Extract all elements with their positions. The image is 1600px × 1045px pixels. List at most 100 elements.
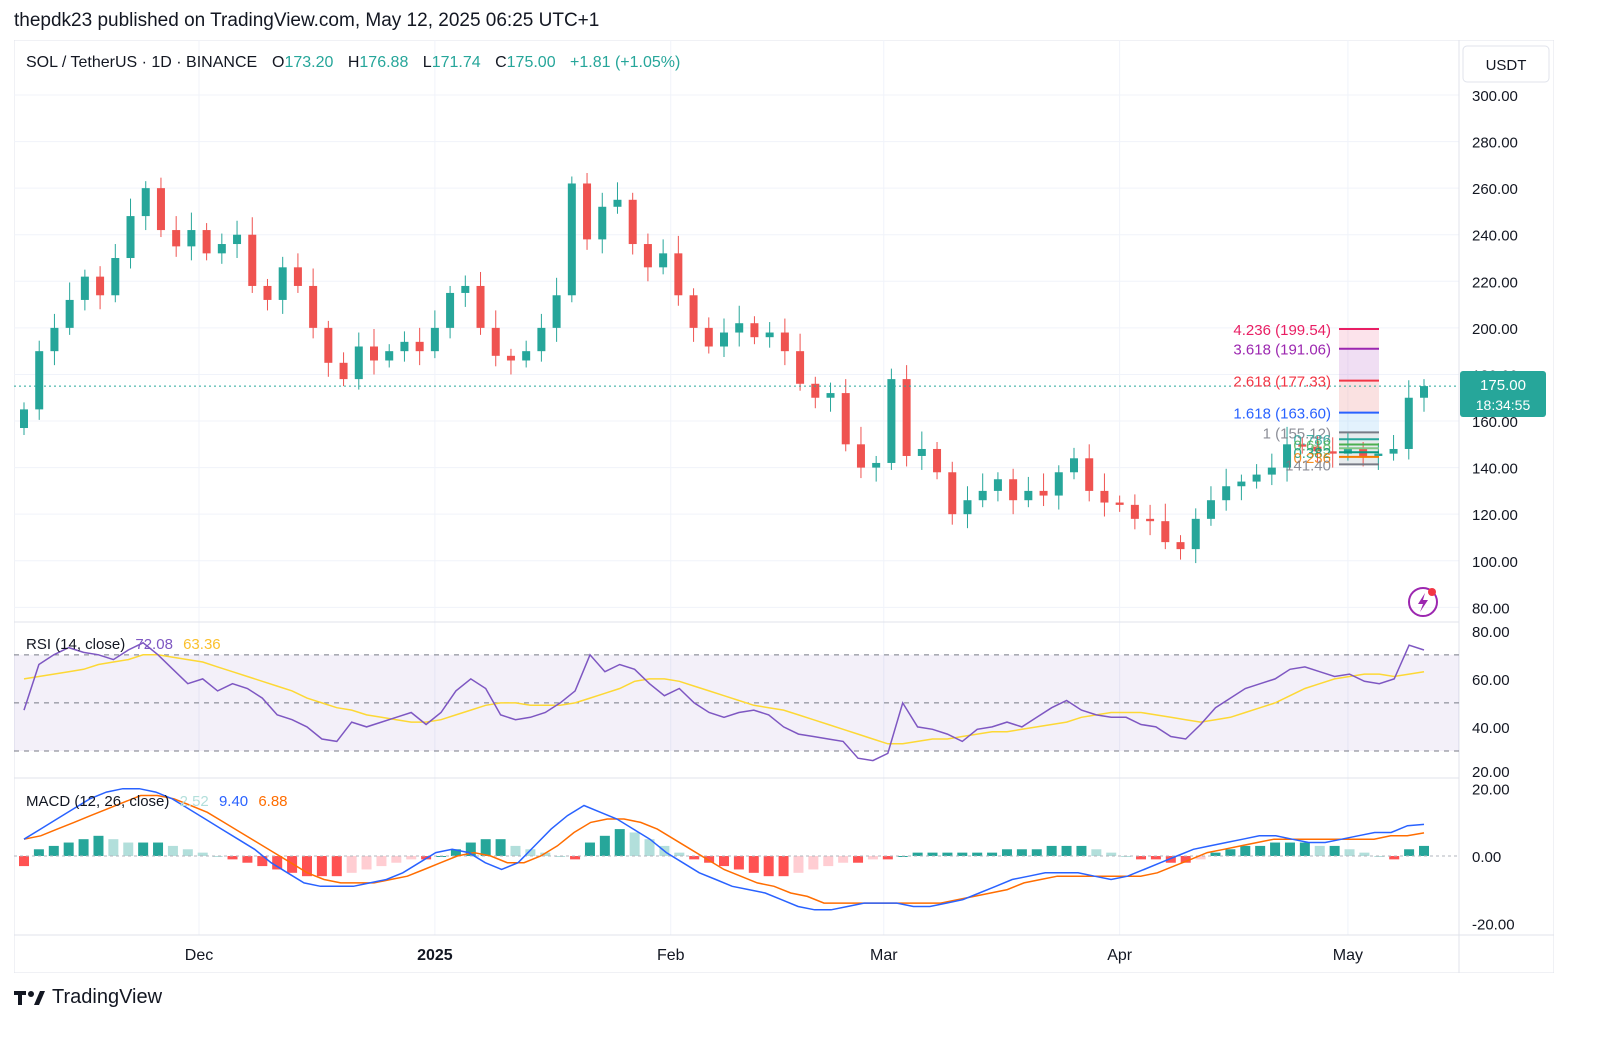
macd-histogram-bar — [212, 856, 223, 857]
macd-histogram-bar — [644, 839, 655, 856]
legend-c-value: 175.00 — [507, 54, 556, 71]
legend-change: +1.81 (+1.05%) — [570, 54, 680, 71]
candle-body — [872, 462, 881, 468]
macd-histogram-bar — [1299, 842, 1310, 856]
candle-body — [674, 253, 683, 296]
fib-lines: 4.236 (199.54) 3.618 (191.06) 2.618 (177.3… — [1233, 322, 1379, 474]
rsi-line — [23, 641, 1425, 762]
grid — [14, 40, 1459, 935]
rsi-legend-name: RSI (14, close) — [26, 636, 125, 653]
chart-frame[interactable]: 4.236 (199.54) 3.618 (191.06) 2.618 (177.3… — [13, 39, 1555, 974]
rsi-ma-line — [23, 654, 1425, 745]
candle-body — [978, 490, 987, 501]
candle-body — [446, 292, 455, 328]
macd-histogram-bar — [1031, 849, 1042, 856]
macd-histogram-bar — [674, 852, 685, 856]
macd-histogram-bar — [1374, 856, 1385, 857]
candle-body — [50, 327, 59, 352]
lightning-icon[interactable] — [1408, 587, 1438, 617]
macd-histogram-bar — [882, 856, 893, 860]
macd-histogram-bar — [1210, 852, 1221, 856]
candle-body — [765, 332, 774, 338]
candle-body — [309, 285, 318, 328]
rsi-tick-label: 20.00 — [1472, 764, 1510, 781]
candle-body — [385, 351, 394, 361]
candle-body — [537, 327, 546, 352]
macd-histogram-bar — [972, 852, 983, 856]
macd-tick-label: -20.00 — [1472, 916, 1515, 933]
macd-histogram-bar — [719, 856, 729, 867]
candle-body — [1420, 386, 1428, 398]
macd-histogram-bar — [93, 835, 104, 856]
macd-histogram-bar — [584, 842, 595, 856]
macd-histogram-bar — [1389, 856, 1400, 860]
macd-legend: MACD (12, 26, close) 2.52 9.40 6.88 — [26, 793, 288, 810]
macd-histogram-bar — [1106, 852, 1117, 856]
macd-histogram-bar — [570, 856, 581, 860]
fib-zone — [1339, 412, 1379, 433]
macd-histogram-bar — [1150, 856, 1161, 860]
candle-body — [248, 234, 257, 286]
macd-histogram-bar — [78, 839, 89, 856]
legend-h-value: 176.88 — [359, 54, 408, 71]
price-tick-label: 300.00 — [1472, 88, 1518, 105]
macd-histogram-bar — [689, 856, 700, 860]
macd-histogram — [19, 829, 1429, 877]
rsi-legend-value: 72.08 — [135, 636, 173, 653]
macd-histogram-bar — [838, 856, 849, 863]
macd-histogram-bar — [406, 856, 417, 860]
macd-histogram-bar — [1061, 845, 1072, 856]
macd-histogram-bar — [540, 852, 551, 856]
candle-body — [1100, 490, 1109, 503]
macd-histogram-bar — [1046, 845, 1057, 856]
candle-body — [1130, 504, 1139, 519]
macd-histogram-bar — [272, 856, 283, 870]
fib-label: 1 (155.12) — [1263, 425, 1331, 442]
macd-line — [23, 787, 1425, 911]
macd-histogram-bar — [614, 829, 625, 856]
tradingview-logo[interactable]: TradingView — [14, 986, 162, 1009]
macd-histogram-bar — [1136, 856, 1147, 860]
macd-histogram-bar — [793, 856, 804, 873]
candle-body — [902, 379, 911, 456]
macd-histogram-bar — [867, 856, 878, 860]
macd-histogram-bar — [1165, 856, 1176, 863]
candle-body — [476, 285, 485, 328]
macd-histogram-bar — [525, 849, 536, 856]
macd-histogram-bar — [808, 856, 819, 870]
macd-histogram-bar — [1284, 842, 1295, 856]
candles — [20, 173, 1428, 564]
macd-histogram-bar — [301, 856, 312, 877]
macd-histogram-bar — [629, 832, 640, 856]
legend-ohlc: O173.20 H176.88 L171.74 C175.00 +1.81 (+… — [272, 54, 680, 71]
rsi-tick-label: 60.00 — [1472, 672, 1510, 689]
candle-body — [1298, 444, 1307, 447]
macd-histogram-bar — [599, 835, 610, 856]
currency-button[interactable]: USDT — [1462, 45, 1550, 83]
fib-label: 0.786 — [1293, 432, 1331, 449]
candle-body — [217, 244, 226, 254]
candle-body — [1024, 490, 1033, 501]
candle-body — [293, 267, 302, 286]
candle-body — [841, 393, 850, 445]
candle-body — [141, 188, 150, 217]
macd-histogram-bar — [1344, 849, 1355, 856]
time-tick-label: Mar — [870, 947, 898, 964]
candle-body — [704, 327, 713, 347]
macd-histogram-bar — [108, 839, 119, 856]
macd-histogram-bar — [1001, 849, 1012, 856]
macd-histogram-bar — [197, 852, 208, 856]
time-tick-label: May — [1333, 947, 1363, 964]
macd-histogram-bar — [927, 852, 938, 856]
macd-histogram-bar — [242, 856, 253, 863]
macd-histogram-bar — [1240, 845, 1251, 856]
candle-body — [689, 295, 698, 328]
candle-body — [613, 199, 622, 207]
price-tick-label: 260.00 — [1472, 181, 1518, 198]
candle-body — [1267, 467, 1276, 475]
rsi-bands — [14, 654, 1459, 752]
candle-body — [1222, 486, 1231, 501]
macd-histogram-bar — [1255, 845, 1266, 856]
chart-svg[interactable]: 4.236 (199.54) 3.618 (191.06) 2.618 (177.3… — [13, 39, 1555, 974]
candle-body — [643, 244, 652, 268]
